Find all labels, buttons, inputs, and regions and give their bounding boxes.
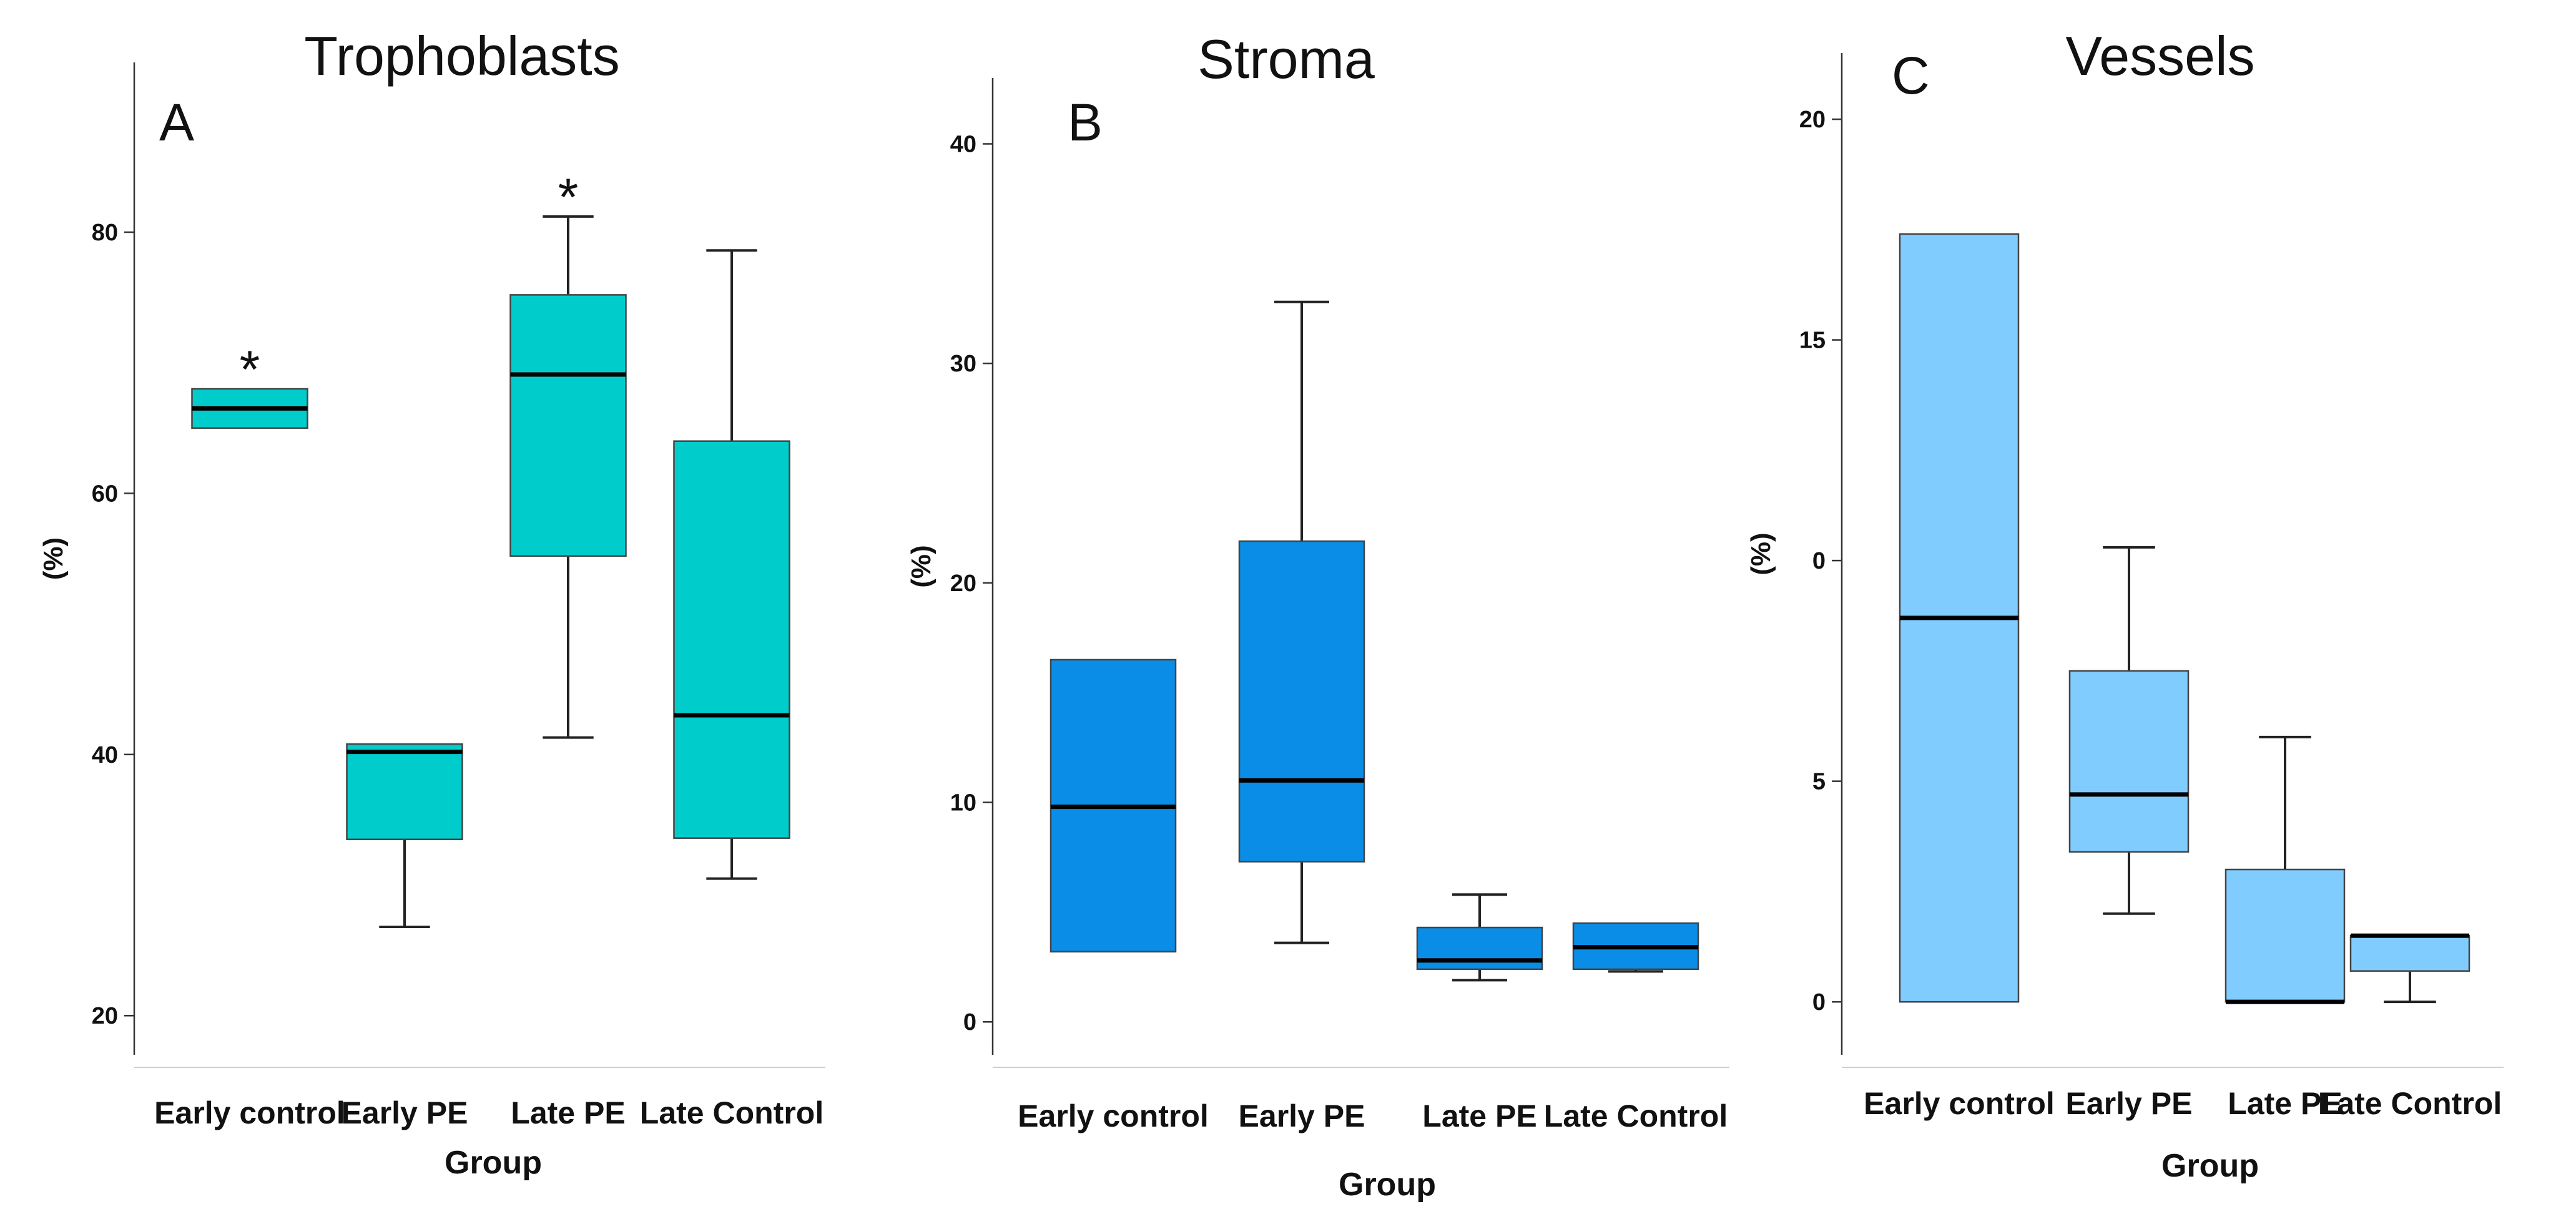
y-tick-label: 30 [950, 351, 976, 377]
y-tick-label: 0 [963, 1009, 976, 1035]
y-tick-label: 80 [92, 220, 118, 246]
y-axis-label: (%) [906, 545, 937, 587]
y-axis-label: (%) [38, 537, 69, 580]
box-iqr [1416, 926, 1543, 971]
category-label: Early PE [2066, 1086, 2193, 1121]
box-iqr [2225, 868, 2346, 1003]
y-tick-label: 60 [92, 481, 118, 507]
category-label: Late Control [640, 1095, 823, 1130]
y-tick-label: 10 [950, 790, 976, 816]
category-label: Late Control [1544, 1099, 1728, 1133]
box-iqr [673, 440, 790, 839]
box-early-pe [1238, 300, 1365, 944]
panel-stroma: Stroma B (%) Group 0 10 20 30 40 Early contro… [906, 28, 1729, 1203]
category-label: Late PE [1422, 1099, 1536, 1133]
y-tick-label: 20 [92, 1003, 118, 1029]
category-label: Early PE [1239, 1099, 1365, 1133]
box-iqr [346, 743, 463, 841]
y-tick-label: 40 [950, 132, 976, 158]
panel-trophoblasts: Trophoblasts A (%) Group 20 40 60 80 Early c… [38, 25, 825, 1181]
category-label: Early PE [342, 1095, 468, 1130]
box-iqr [2349, 934, 2470, 972]
y-tick-label: 40 [92, 742, 118, 768]
category-label: Late PE [511, 1095, 625, 1130]
box-late-pe [509, 215, 627, 739]
x-axis-label: Group [445, 1145, 542, 1181]
y-tick-label: 0 [1812, 989, 1826, 1016]
y-tick-label: 20 [950, 570, 976, 597]
box-iqr [509, 294, 627, 557]
box-early-control [1050, 658, 1177, 952]
y-tick-label: 20 [1799, 107, 1826, 133]
box-iqr [1238, 540, 1365, 863]
box-iqr [2068, 670, 2190, 853]
x-axis-label: Group [1339, 1167, 1436, 1203]
panel-letter: B [1068, 93, 1103, 152]
box-late-control [1572, 922, 1699, 973]
category-label: Early control [1864, 1086, 2055, 1121]
box-early-pe [346, 743, 463, 928]
panel-title: Stroma [1197, 28, 1375, 90]
significance-star: * [240, 340, 260, 399]
box-late-pe [1416, 893, 1543, 982]
box-early-control [1899, 233, 2020, 1003]
y-tick-label: 5 [1812, 769, 1826, 795]
category-label: Late PE [2228, 1086, 2342, 1121]
significance-star: * [558, 168, 579, 227]
x-axis-label: Group [2161, 1148, 2259, 1184]
y-tick-label: 15 [1799, 328, 1826, 354]
panel-title: Trophoblasts [304, 25, 619, 87]
category-label: Early control [1018, 1099, 1209, 1133]
box-early-control [191, 388, 308, 429]
category-label: Early control [154, 1095, 345, 1130]
panel-letter: A [159, 93, 194, 152]
y-tick-label: 0 [1812, 548, 1826, 574]
y-axis-label: (%) [1746, 532, 1776, 575]
box-early-pe [2068, 546, 2190, 915]
box-late-pe [2225, 735, 2346, 1004]
panel-title: Vessels [2065, 25, 2254, 87]
panel-letter: C [1892, 46, 1930, 105]
panel-vessels: Vessels C (%) Group 0 5 0 15 20 Early control… [1746, 25, 2504, 1184]
category-label: Late Control [2318, 1086, 2502, 1121]
box-late-control [2349, 933, 2470, 1004]
box-late-control [673, 249, 790, 880]
